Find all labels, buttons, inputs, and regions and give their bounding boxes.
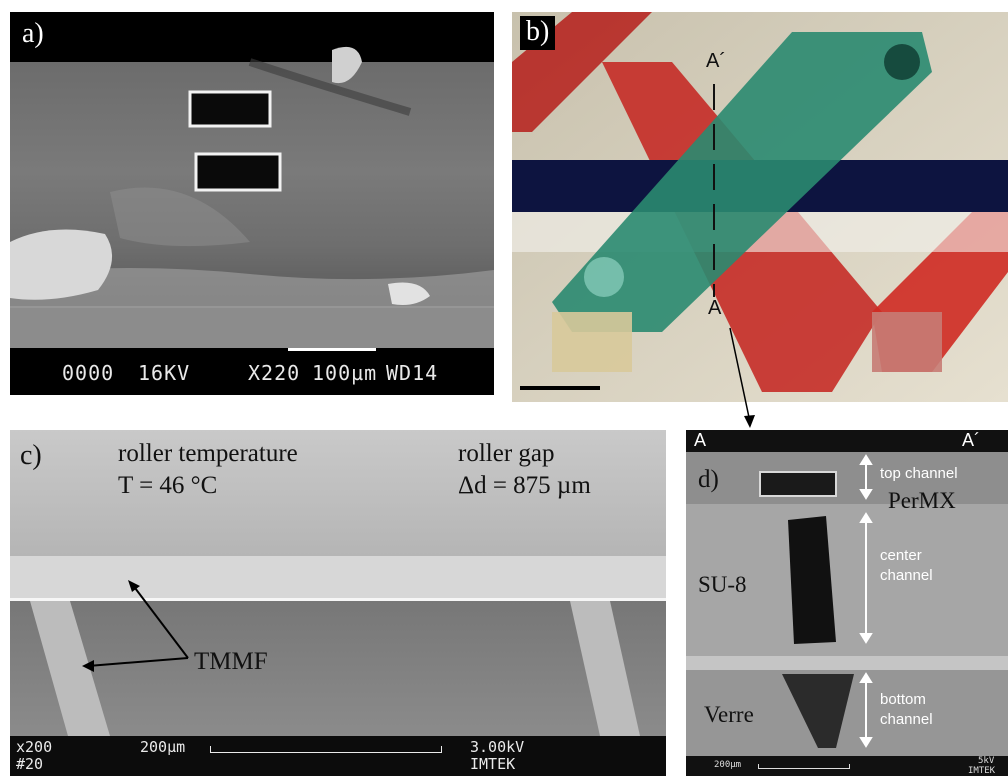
support-wall <box>30 601 110 736</box>
teal-channel <box>552 32 932 332</box>
section-label-left: A <box>694 430 707 450</box>
sem-voltage: 16KV <box>138 361 191 385</box>
sem-code: 0000 <box>62 361 115 385</box>
sem-wd: WD14 <box>386 361 439 385</box>
panel-label: c) <box>20 440 42 471</box>
sem-cross-section-image <box>10 12 494 348</box>
pointer-arrow <box>729 327 755 428</box>
sem-section-image <box>686 440 1008 756</box>
panel-a-sem-image: a) 0000 16KV X220 100µm WD14 <box>10 12 494 395</box>
section-label-bottom: A <box>708 297 722 319</box>
support-wall <box>570 601 640 736</box>
bottom-channel-label-line2: channel <box>880 711 933 728</box>
debris-particle <box>332 46 362 84</box>
center-channel-label-line1: center <box>880 547 922 564</box>
layer-label-verre: Verre <box>704 702 754 727</box>
roller-temperature-value: T = 46 °C <box>118 472 218 499</box>
scale-text: 200µm <box>714 760 742 770</box>
organization: IMTEK <box>968 766 996 776</box>
center-channel-opening <box>788 516 836 644</box>
panel-label: a) <box>22 18 44 49</box>
debris-particle <box>388 282 430 305</box>
inlet-port <box>552 312 632 372</box>
sem-footer: 200µm 5kV IMTEK <box>686 756 1008 776</box>
sem-footer: x200 #20 200µm 3.00kV IMTEK <box>10 736 666 776</box>
material-label: TMMF <box>194 648 268 675</box>
sem-oblique-image <box>10 430 666 736</box>
image-number: #20 <box>16 755 44 773</box>
roller-gap-value: Δd = 875 µm <box>458 472 591 499</box>
organization: IMTEK <box>470 755 516 773</box>
upper-channel-opening <box>188 90 272 128</box>
voltage: 5kV <box>978 756 995 766</box>
panel-label: b) <box>520 16 556 50</box>
panel-d-sem-image: A A´ d) top channel PerMX center channel… <box>686 430 1008 776</box>
roller-gap-label: roller gap <box>458 440 555 467</box>
voltage: 3.00kV <box>470 738 525 756</box>
channel-photo <box>512 12 1008 402</box>
sem-info-bar: 0000 16KV X220 100µm WD14 <box>10 348 494 395</box>
bottom-channel-label-line1: bottom <box>880 691 926 708</box>
sem-magnification: X220 <box>248 361 301 385</box>
top-channel-label: top channel <box>880 465 958 482</box>
scale-bar <box>758 764 850 769</box>
lower-channel-opening <box>194 152 282 192</box>
panel-c-sem-image: c) roller temperature T = 46 °C roller g… <box>10 430 666 776</box>
center-channel-label-line2: channel <box>880 567 933 584</box>
debris-particle <box>10 229 113 300</box>
section-label-top: A´ <box>706 50 726 72</box>
section-header: A A´ <box>686 430 1008 452</box>
scale-text: 200µm <box>140 738 186 756</box>
panel-b-photo: b) A´ A <box>512 12 1008 402</box>
inlet-port <box>872 312 942 372</box>
scale-bar <box>520 386 600 390</box>
scale-bar <box>288 348 376 351</box>
top-channel-opening <box>759 471 837 497</box>
section-label-right: A´ <box>962 430 980 450</box>
layer-label-su8: SU-8 <box>698 572 747 597</box>
bottom-channel-opening <box>782 674 854 748</box>
roller-temperature-label: roller temperature <box>118 440 298 467</box>
panel-label: d) <box>698 466 719 493</box>
layer-label-permx: PerMX <box>888 488 956 513</box>
scale-bar <box>210 746 442 753</box>
sem-scale-text: 100µm <box>312 361 378 385</box>
magnification: x200 <box>16 738 53 756</box>
